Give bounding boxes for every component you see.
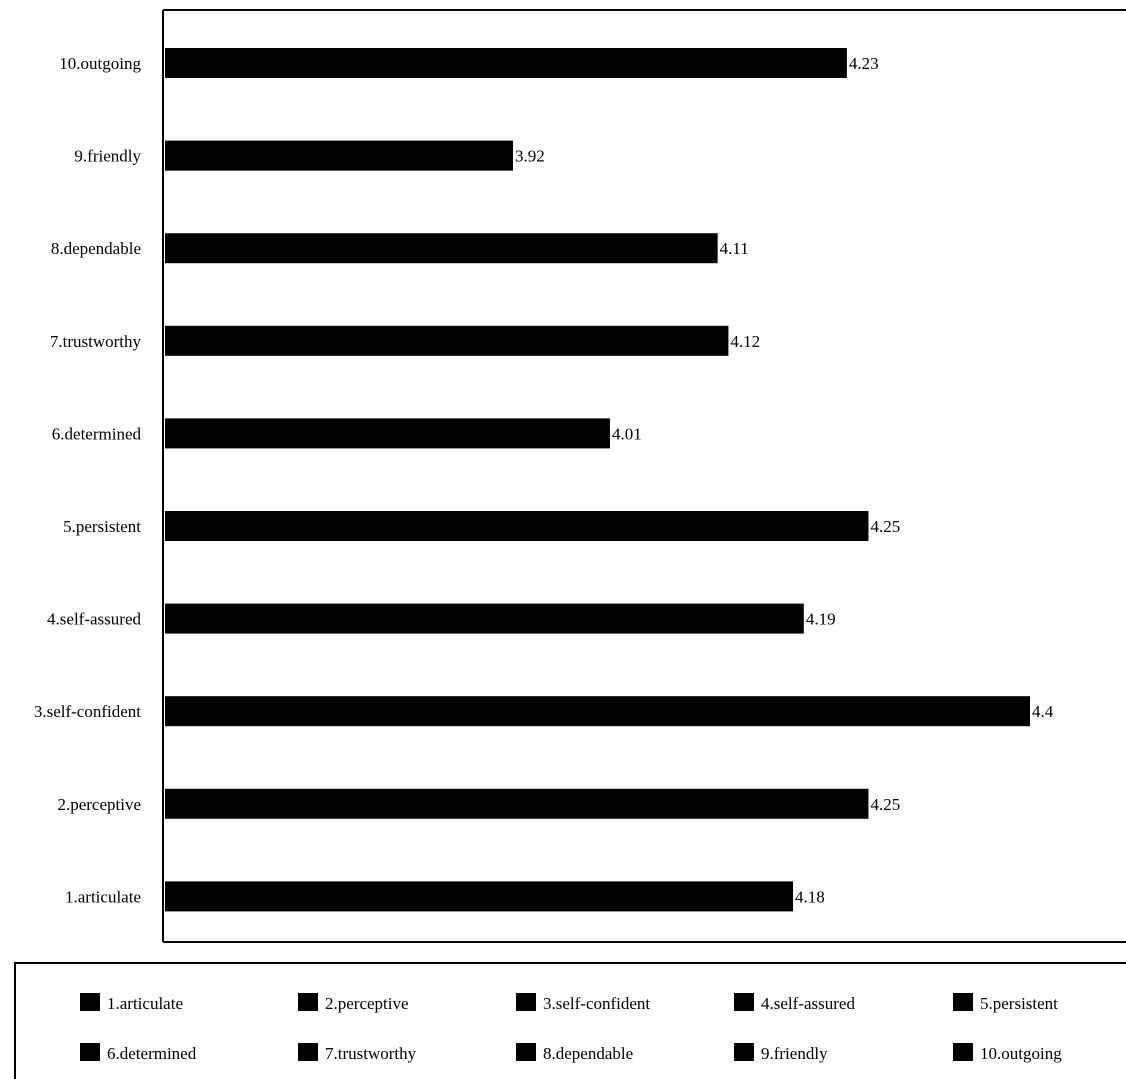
category-label: 10.outgoing [59,54,141,73]
category-label: 8.dependable [51,239,141,258]
legend-entry: 5.persistent [980,994,1058,1013]
data-label: 4.25 [870,795,900,814]
bar-persistent [165,511,868,541]
legend-swatch [734,993,754,1011]
data-labels-group: 4.18 4.25 4.4 4.19 4.25 4.01 4.12 4.11 3.92 4.23 [515,54,1054,906]
data-label: 4.18 [795,887,825,906]
category-label: 3.self-confident [34,702,141,721]
legend-swatch [298,1043,318,1061]
legend-swatch [298,993,318,1011]
bar-perceptive [165,789,868,819]
bar-dependable [165,233,718,263]
legend-swatch [953,993,973,1011]
bar-outgoing [165,48,847,78]
legend-swatch [80,1043,100,1061]
data-label: 4.4 [1032,702,1054,721]
legend-swatch [80,993,100,1011]
legend-entry: 6.determined [107,1044,197,1063]
data-label: 4.23 [849,54,879,73]
category-label: 4.self-assured [47,610,141,629]
data-label: 4.01 [612,424,642,443]
legend-entry: 7.trustworthy [325,1044,417,1063]
legend-entry: 1.articulate [107,994,183,1013]
category-label: 5.persistent [63,517,141,536]
bar-trustworthy [165,326,728,356]
data-label: 4.11 [720,239,749,258]
legend-swatch [516,1043,536,1061]
legend-entry: 9.friendly [761,1044,828,1063]
legend-entry: 10.outgoing [980,1044,1062,1063]
bar-determined [165,418,610,448]
category-label: 9.friendly [74,147,141,166]
legend-swatch [516,993,536,1011]
legend-swatch [734,1043,754,1061]
bar-self-confident [165,696,1030,726]
data-label: 4.12 [730,332,760,351]
legend-entry: 4.self-assured [761,994,855,1013]
category-label: 1.articulate [65,887,141,906]
bar-articulate [165,881,793,911]
bars-group [165,48,1030,911]
category-label: 7.trustworthy [50,332,142,351]
legend-entry: 8.dependable [543,1044,633,1063]
bar-friendly [165,141,513,171]
bar-self-assured [165,604,804,634]
category-label: 6.determined [52,424,142,443]
category-label: 2.perceptive [57,795,141,814]
legend: 1.articulate 2.perceptive 3.self-confident… [15,963,1126,1079]
data-label: 4.19 [806,610,836,629]
legend-entry: 2.perceptive [325,994,409,1013]
data-label: 3.92 [515,147,545,166]
legend-entry: 3.self-confident [543,994,650,1013]
legend-swatch [953,1043,973,1061]
category-labels-group: 1.articulate 2.perceptive 3.self-confident… [34,54,142,906]
data-label: 4.25 [870,517,900,536]
